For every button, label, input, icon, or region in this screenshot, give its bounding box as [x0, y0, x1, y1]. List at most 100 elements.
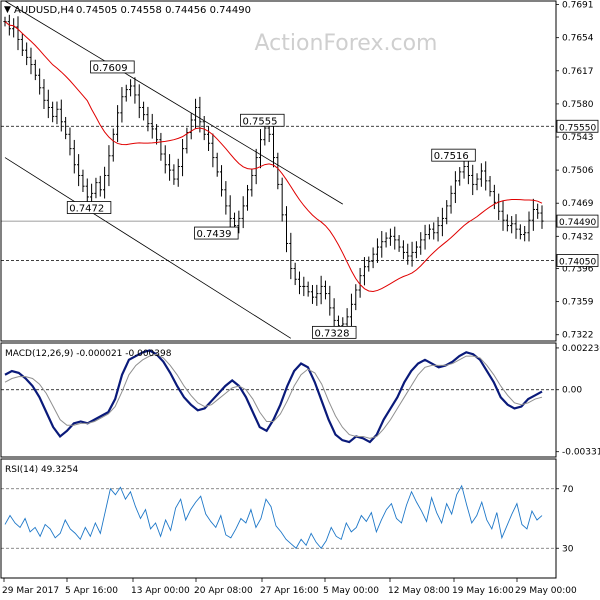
price-bar: [206, 126, 211, 151]
annotation-box: [194, 226, 239, 240]
level-label-box: [556, 254, 599, 267]
price-bar: [215, 152, 219, 177]
price-bar: [254, 148, 258, 185]
price-bar: [484, 161, 488, 191]
price-bar: [510, 216, 514, 234]
price-bar: [358, 267, 362, 298]
time-tick-label: 29 May 00:00: [515, 586, 577, 596]
price-bar: [103, 166, 107, 199]
price-tick-label: 0.7617: [562, 67, 594, 77]
price-bar: [146, 106, 150, 132]
price-bar: [310, 285, 315, 304]
annotation-label: 0.7439: [197, 229, 232, 240]
price-bar: [237, 210, 241, 234]
price-bar: [523, 225, 527, 242]
price-bar: [115, 105, 120, 143]
channel-lower-line: [4, 157, 292, 339]
macd-layer: [1, 349, 556, 444]
price-bar: [518, 224, 522, 240]
price-bar: [536, 203, 540, 219]
price-bar: [94, 177, 98, 199]
annotation-0-7555: 0.7555: [240, 113, 285, 127]
rsi-line: [4, 484, 543, 549]
price-bar: [280, 177, 284, 222]
price-bar: [375, 238, 380, 263]
price-bar: [120, 87, 124, 123]
annotation-box: [240, 113, 285, 127]
time-tick-label: 5 Apr 16:00: [65, 586, 118, 596]
channel-upper-line: [4, 0, 343, 205]
price-bar: [436, 216, 440, 242]
price-bar: [111, 128, 115, 162]
time-tick-label: 27 Apr 16:00: [260, 586, 319, 596]
price-bar: [72, 139, 76, 174]
price-bar: [453, 171, 457, 204]
rsi-tick-label: 70: [562, 485, 574, 495]
price-bar: [59, 99, 63, 132]
price-bar: [393, 226, 397, 250]
price-tick-label: 0.7543: [562, 133, 594, 143]
price-bar: [98, 175, 102, 197]
price-bar: [172, 164, 176, 185]
price-bar: [367, 256, 371, 272]
annotation-0-7516: 0.7516: [431, 148, 476, 162]
price-bar: [176, 158, 180, 187]
price-bar: [33, 59, 37, 81]
price-bar: [46, 89, 50, 119]
price-bar: [371, 247, 375, 269]
macd-tick-label: 0.002236: [562, 344, 600, 354]
price-bar: [315, 284, 319, 306]
price-bar: [241, 196, 245, 229]
price-bar: [81, 169, 85, 193]
price-bar: [323, 280, 328, 300]
price-bar: [202, 115, 206, 141]
price-bar: [419, 232, 423, 255]
price-tick-label: 0.7432: [562, 232, 594, 242]
price-bar: [531, 198, 535, 231]
price-bar: [540, 205, 544, 229]
price-bar: [362, 257, 367, 286]
price-bar: [137, 84, 141, 119]
price-bar: [167, 154, 172, 181]
annotation-0-7609: 0.7609: [90, 60, 135, 74]
price-bar: [77, 154, 81, 187]
level-label-box: [556, 214, 599, 228]
price-bar: [432, 222, 436, 240]
macd-line: [4, 349, 543, 444]
price-bar: [527, 211, 531, 242]
price-bar: [471, 164, 475, 196]
price-bar: [328, 285, 332, 316]
level-label-box: [556, 119, 599, 133]
annotation-label: 0.7328: [314, 328, 349, 339]
dropdown-arrow-icon[interactable]: ▼: [4, 5, 11, 15]
price-tick-label: 0.7691: [562, 1, 594, 11]
price-tick-label: 0.7322: [562, 331, 594, 341]
price-bar: [107, 145, 111, 187]
price-bar: [16, 16, 20, 51]
price-bar: [38, 68, 42, 95]
price-bar: [245, 184, 250, 211]
price-bar: [20, 33, 24, 57]
price-bar: [293, 262, 297, 286]
level-label: 0.74490: [556, 214, 599, 228]
price-bar: [388, 228, 393, 246]
price-bar: [458, 167, 462, 186]
price-bar: [68, 127, 72, 156]
level-label-text: 0.74490: [559, 218, 596, 228]
rsi-title: RSI(14) 49.3254: [5, 465, 78, 475]
price-bar: [276, 152, 280, 190]
price-panel: [0, 0, 557, 342]
price-bar: [505, 214, 509, 232]
price-layer: 0.7609 0.7472 0.7439 0.7555 0.7516 0.7328: [1, 0, 556, 339]
moving-average-line: [4, 21, 543, 293]
time-tick-label: 19 May 16:00: [452, 586, 514, 596]
price-bar: [55, 101, 59, 125]
price-tick-label: 0.7359: [562, 298, 594, 308]
price-tick-label: 0.7469: [562, 199, 594, 209]
price-bar: [51, 101, 55, 123]
macd-title: MACD(12,26,9) -0.000021 -0.000398: [5, 349, 172, 359]
annotation-box: [90, 60, 135, 74]
price-bar: [219, 165, 224, 197]
price-bar: [306, 281, 310, 297]
